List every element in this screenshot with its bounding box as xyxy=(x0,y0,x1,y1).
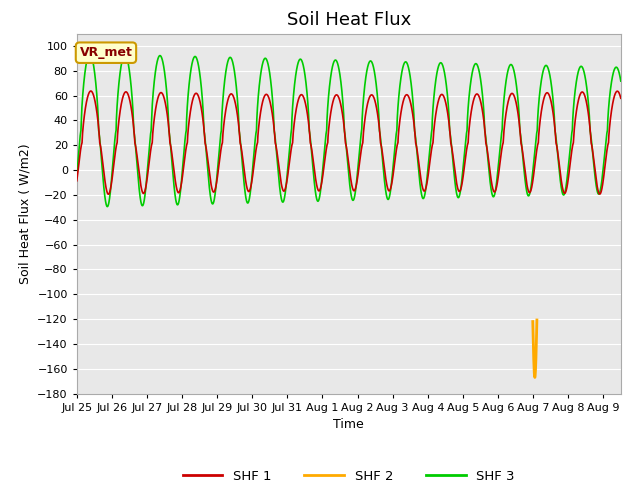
Text: VR_met: VR_met xyxy=(79,46,132,59)
Y-axis label: Soil Heat Flux ( W/m2): Soil Heat Flux ( W/m2) xyxy=(19,144,32,284)
Legend: SHF 1, SHF 2, SHF 3: SHF 1, SHF 2, SHF 3 xyxy=(177,464,520,480)
Title: Soil Heat Flux: Soil Heat Flux xyxy=(287,11,411,29)
X-axis label: Time: Time xyxy=(333,418,364,431)
